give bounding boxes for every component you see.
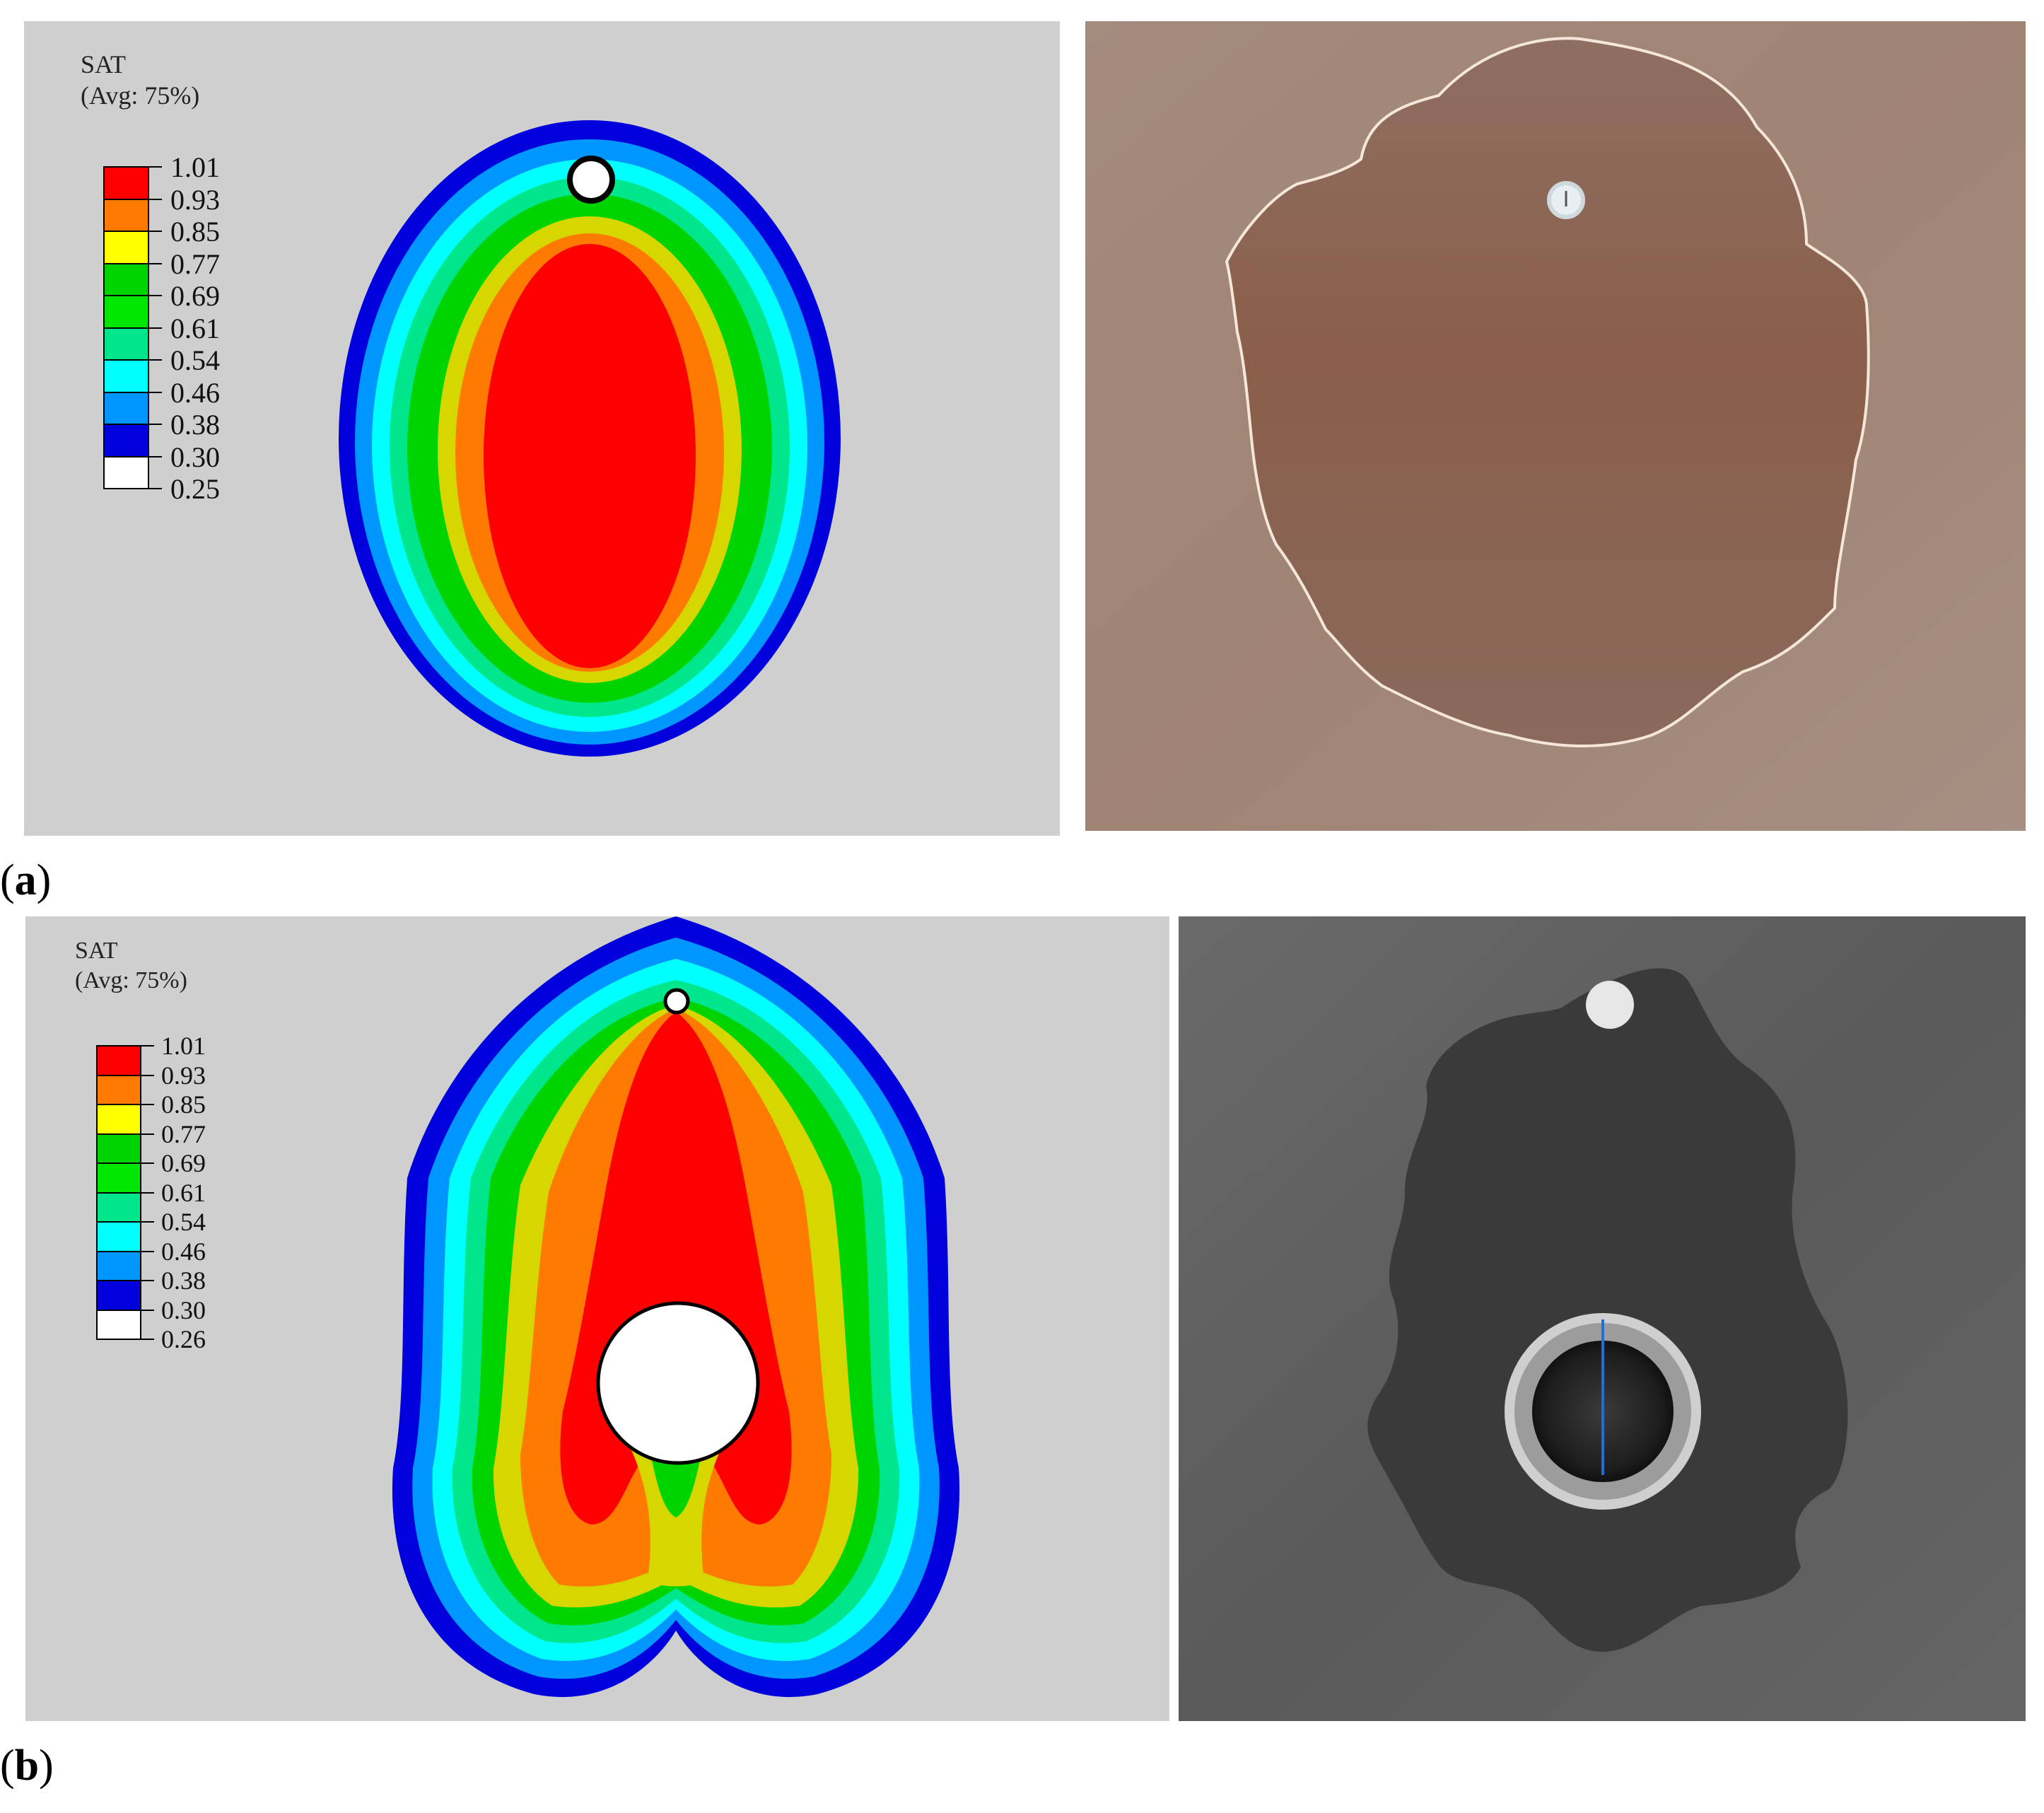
legend-level-label: 0.46 <box>161 1237 206 1266</box>
injection-point-marker <box>567 156 615 204</box>
legend-swatch <box>103 262 149 296</box>
legend-level-label: 0.85 <box>161 1090 206 1119</box>
simulation-plot-b: SAT (Avg: 75%) 1.01 0.93 0.85 0.77 0.69 0.61 0… <box>25 916 1169 1721</box>
legend-level-label: 0.69 <box>161 1149 206 1177</box>
legend-level-label: 0.61 <box>161 1178 206 1207</box>
legend-swatch <box>103 198 149 232</box>
experiment-photo-a <box>1085 21 2026 831</box>
label-open: ( <box>0 1742 15 1790</box>
legend-tick <box>141 1339 154 1340</box>
legend-swatch <box>96 1250 141 1281</box>
legend-tick <box>149 359 162 361</box>
legend-tick <box>141 1162 154 1164</box>
legend-tick <box>141 1280 154 1281</box>
legend-tick <box>149 231 162 232</box>
legend-tick <box>149 166 162 168</box>
photo-graphic-a <box>1085 21 2026 831</box>
photo-graphic-b <box>1179 916 2026 1721</box>
label-letter: b <box>14 1742 40 1790</box>
legend-tick <box>141 1250 154 1252</box>
legend-tick <box>141 1221 154 1223</box>
legend-level-label: 0.30 <box>170 441 220 473</box>
label-close: ) <box>36 856 52 904</box>
legend-level-label: 0.54 <box>170 344 220 376</box>
legend-level-label: 0.46 <box>170 376 220 409</box>
legend-title: SAT <box>75 938 118 964</box>
legend-tick <box>149 295 162 296</box>
legend-tick <box>141 1045 154 1047</box>
wetting-front-outline <box>1225 37 1870 747</box>
legend-level-label: 1.01 <box>161 1032 206 1060</box>
legend-level-label: 0.77 <box>161 1119 206 1148</box>
legend-tick <box>141 1104 154 1105</box>
panel-label-b: (b) <box>0 1741 54 1791</box>
legend-swatch <box>96 1221 141 1252</box>
saturation-contour-a <box>339 120 841 757</box>
legend-level-label: 0.93 <box>161 1061 206 1090</box>
experiment-photo-b <box>1179 916 2026 1721</box>
legend-swatch <box>103 327 149 361</box>
legend-tick <box>149 391 162 393</box>
legend-swatch <box>96 1074 141 1105</box>
label-close: ) <box>39 1742 54 1790</box>
label-open: ( <box>0 856 15 904</box>
legend-level-label: 0.93 <box>170 183 220 216</box>
legend-swatch <box>103 295 149 329</box>
legend-level-label: 0.38 <box>161 1266 206 1295</box>
legend-level-label: 0.61 <box>170 312 220 344</box>
legend-level-label: 0.77 <box>170 247 220 280</box>
label-letter: a <box>14 856 37 904</box>
legend-level-label: 0.54 <box>161 1208 206 1236</box>
legend-level-label: 0.26 <box>161 1325 206 1353</box>
legend-tick <box>149 198 162 200</box>
legend-swatch <box>103 424 149 457</box>
legend-level-label: 0.85 <box>170 216 220 247</box>
legend-tick <box>149 424 162 425</box>
legend-level-label: 0.69 <box>170 280 220 312</box>
legend-swatch <box>96 1104 141 1135</box>
legend-swatch <box>96 1280 141 1311</box>
legend-swatch <box>103 231 149 264</box>
legend-swatch <box>96 1045 141 1076</box>
legend-swatch <box>103 166 149 200</box>
legend-swatch <box>103 455 149 489</box>
saturation-contour-b <box>392 916 960 1697</box>
legend-subtitle: (Avg: 75%) <box>81 81 200 110</box>
legend-tick <box>149 262 162 264</box>
legend-swatch <box>96 1191 141 1223</box>
pipe-marker <box>596 1301 760 1465</box>
legend-tick <box>141 1074 154 1076</box>
legend-swatch <box>96 1309 141 1340</box>
injection-point-marker <box>1586 981 1634 1029</box>
legend-subtitle: (Avg: 75%) <box>75 967 187 993</box>
legend-level-label: 0.25 <box>170 473 220 505</box>
simulation-plot-a: SAT (Avg: 75%) 1.01 0.93 0.85 0.77 0.69 0.61 0… <box>24 21 1060 836</box>
legend-swatch <box>96 1133 141 1164</box>
legend-swatch <box>103 391 149 425</box>
legend-title: SAT <box>81 50 127 78</box>
wetting-front-shape <box>1367 968 1848 1652</box>
injection-point-marker <box>663 988 690 1015</box>
legend-swatch <box>96 1162 141 1194</box>
legend-level-label: 0.30 <box>161 1295 206 1324</box>
legend-level-label: 0.38 <box>170 409 220 441</box>
legend-tick <box>141 1133 154 1135</box>
legend-level-label: 1.01 <box>170 151 220 183</box>
legend-tick <box>149 455 162 457</box>
contour-band <box>484 244 696 668</box>
legend-tick <box>141 1309 154 1311</box>
legend-tick <box>149 488 162 489</box>
legend-tick <box>149 327 162 329</box>
panel-label-a: (a) <box>0 856 51 906</box>
legend-swatch <box>103 359 149 393</box>
legend-tick <box>141 1191 154 1194</box>
